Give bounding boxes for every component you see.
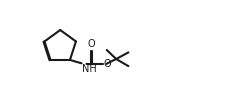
- Text: O: O: [88, 39, 96, 49]
- Text: O: O: [103, 59, 111, 69]
- Text: NH: NH: [82, 64, 97, 74]
